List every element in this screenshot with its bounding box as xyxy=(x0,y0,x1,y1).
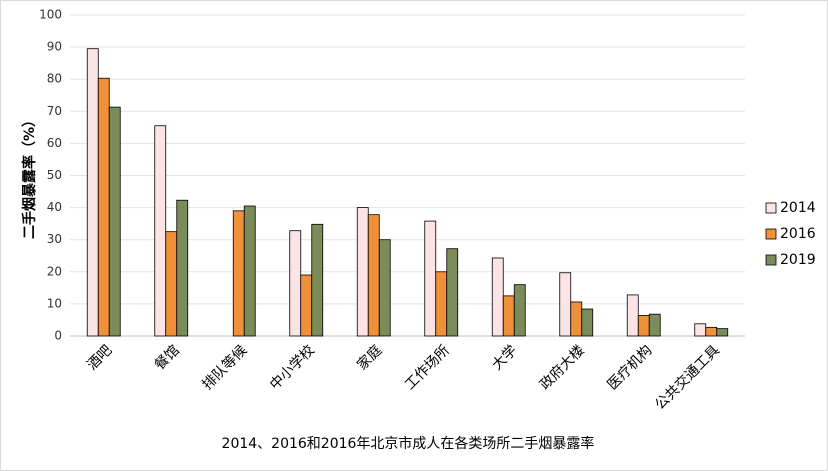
y-tick-label: 50 xyxy=(47,168,62,182)
bar xyxy=(435,271,448,337)
legend-label: 2016 xyxy=(780,226,816,242)
bar xyxy=(300,274,313,337)
bar xyxy=(165,231,178,337)
bar xyxy=(446,248,459,337)
bar xyxy=(232,210,245,337)
bar xyxy=(694,323,707,337)
bar xyxy=(491,257,504,337)
bar xyxy=(97,77,110,337)
bar xyxy=(502,295,515,337)
bar xyxy=(86,48,99,337)
bar xyxy=(154,125,167,337)
bar xyxy=(108,106,121,337)
y-tick-label: 100 xyxy=(39,8,62,22)
bar xyxy=(648,313,661,337)
y-tick-label: 70 xyxy=(47,104,62,118)
legend-swatch xyxy=(765,202,777,214)
bar xyxy=(356,207,369,337)
bar xyxy=(716,328,729,337)
y-tick-label: 40 xyxy=(47,200,62,214)
y-tick-label: 0 xyxy=(54,329,62,343)
bar xyxy=(705,326,718,337)
y-tick-label: 60 xyxy=(47,136,62,150)
bar xyxy=(513,284,526,337)
y-tick-label: 20 xyxy=(47,264,62,278)
bar xyxy=(243,205,256,337)
bar xyxy=(570,301,583,337)
legend-label: 2014 xyxy=(780,200,816,216)
legend-swatch xyxy=(765,228,777,240)
bar xyxy=(289,230,302,337)
bar xyxy=(637,315,650,337)
bar xyxy=(626,294,639,337)
y-axis-title: 二手烟暴露率（%） xyxy=(21,113,38,239)
legend-swatch xyxy=(765,254,777,266)
y-tick-label: 90 xyxy=(47,40,62,54)
bar xyxy=(424,220,437,337)
legend-label: 2019 xyxy=(780,252,816,268)
y-tick-label: 30 xyxy=(47,232,62,246)
bar xyxy=(378,239,391,337)
bar xyxy=(581,308,594,337)
bar xyxy=(367,214,380,337)
bar xyxy=(176,199,189,337)
bar xyxy=(559,272,572,337)
y-tick-label: 10 xyxy=(47,296,62,310)
bar xyxy=(311,223,324,337)
y-tick-label: 80 xyxy=(47,72,62,86)
chart-title: 2014、2016和2016年北京市成人在各类场所二手烟暴露率 xyxy=(222,435,595,452)
